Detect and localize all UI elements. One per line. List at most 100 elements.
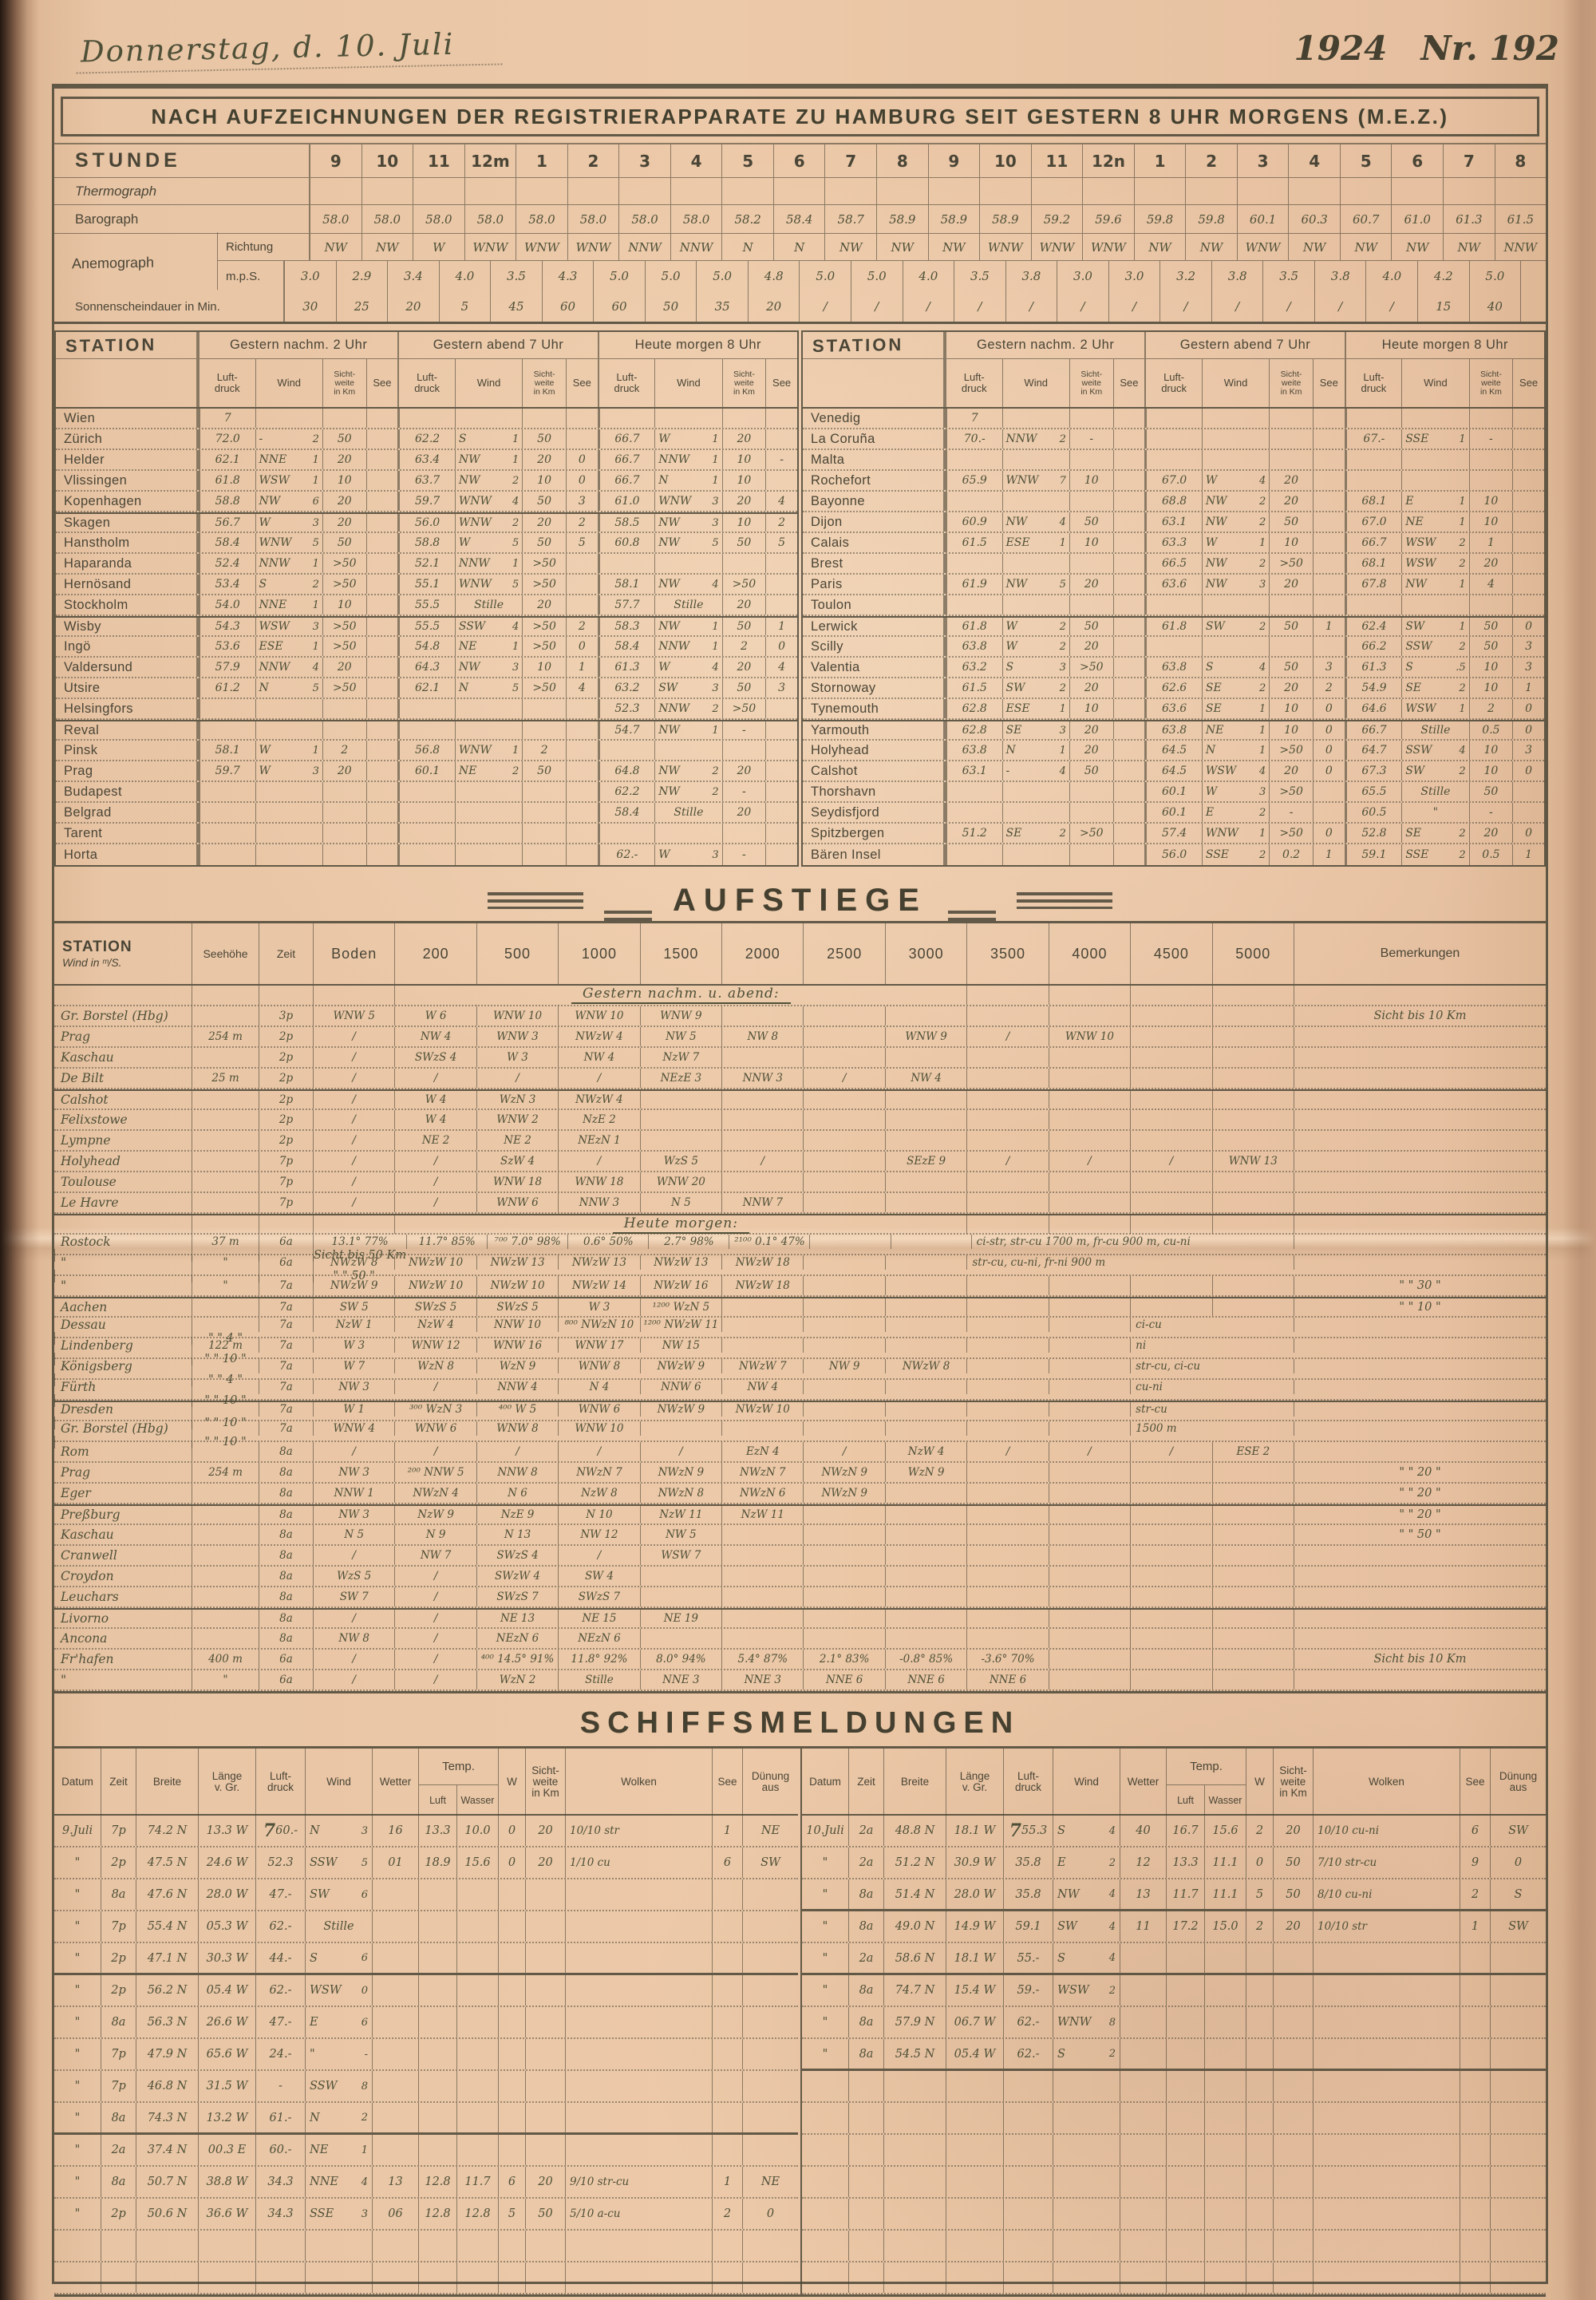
- zeit-value: 8a: [259, 1567, 313, 1586]
- bemerkung-value: [1293, 1110, 1546, 1129]
- wind-direction-value: NW: [824, 234, 876, 260]
- luftdruck-value: [1003, 2199, 1053, 2229]
- hour-cell: 9: [310, 144, 361, 177]
- ship-header-druck: Luft- druck: [1003, 1749, 1053, 1816]
- temp-luft-value: [418, 1975, 456, 2006]
- sichtweite-value: -: [1069, 429, 1113, 449]
- luftdruck-value: 63.8: [1146, 721, 1202, 739]
- hour-cell: 8: [876, 144, 928, 177]
- altitude-wind-value: [884, 1172, 966, 1191]
- empty-cell: [259, 1215, 313, 1234]
- luftdruck-value: 60.1: [1146, 782, 1202, 801]
- wind-direction: S: [1005, 661, 1014, 674]
- seehoehe-value: 254 m: [192, 1463, 259, 1482]
- sunshine-value: /: [1365, 291, 1417, 322]
- wind-direction: -: [259, 433, 263, 445]
- wind-speed-value: 4.0: [438, 261, 491, 291]
- ascent-station-name: Gr. Borstel (Hbg): [61, 1421, 168, 1436]
- luftdruck-value: [399, 803, 455, 822]
- altitude-wind-value: [966, 1506, 1048, 1523]
- sichtweite-value: >50: [522, 618, 566, 635]
- wind-direction: SSE: [1405, 433, 1429, 445]
- luftdruck-value: 62.2: [399, 429, 455, 449]
- wind-direction: WSW: [259, 620, 290, 633]
- zeit-value: 7a: [259, 1402, 313, 1417]
- observation-group: 63.1 NW 2 50: [1144, 512, 1344, 532]
- see-value: [712, 2231, 742, 2261]
- temp-luft-value: [1166, 2231, 1204, 2261]
- altitude-wind-value: NNW 6: [639, 1380, 721, 1394]
- sichtweite-value: [721, 554, 766, 573]
- altitude-wind-value: 2.1° 83%: [803, 1650, 884, 1669]
- breite-value: 54.5 N: [883, 2039, 946, 2069]
- wind-force: 1: [1259, 827, 1266, 840]
- temp-luft-value: 17.2: [1166, 1911, 1204, 1942]
- altitude-wind-value: [1130, 1463, 1211, 1482]
- wetter-value: [1120, 2262, 1166, 2293]
- station-column-header-row: Luft- druck Wind Sicht- weite in Km See Luft…: [56, 359, 797, 409]
- barograph-value: 58.0: [464, 205, 516, 233]
- observation-group: 63.2 S 3 >50: [945, 658, 1144, 677]
- altitude-wind-value: [884, 1546, 966, 1565]
- wind-value: ESE 1: [1001, 533, 1069, 552]
- wind-value: [654, 741, 721, 760]
- see-value: [365, 637, 398, 656]
- station-name: Calshot: [803, 761, 945, 780]
- luftdruck-value: 34.3: [255, 2199, 305, 2229]
- mps-label: m.p.S.: [218, 261, 284, 291]
- luftdruck-value: 52.3: [598, 699, 655, 718]
- station-name: Helder: [56, 450, 198, 469]
- sichtweite-value: 20: [525, 1816, 565, 1846]
- see-value: [365, 844, 398, 865]
- see-value: [1112, 533, 1145, 552]
- ascent-station-name: Gr. Borstel (Hbg): [61, 1009, 168, 1023]
- luftdruck-value: 63.4: [399, 450, 455, 469]
- sichtweite-value: [522, 409, 566, 428]
- ship-report-row: " 2p 47.5 N 24.6 W 52.3 SSW 5 01 18.9 15.6 0 20 1/10…: [54, 1848, 798, 1879]
- section-label: Heute morgen:: [394, 1215, 966, 1234]
- altitude-header: 4500: [1130, 923, 1211, 984]
- luftdruck-value: [200, 721, 255, 739]
- w-value: [1246, 2231, 1273, 2261]
- sichtweite-value: [1273, 2231, 1313, 2261]
- observation-time-header: Heute morgen 8 Uhr: [1344, 332, 1544, 358]
- wind-value: SE 1: [1201, 699, 1269, 718]
- empty-cell: [192, 986, 259, 1005]
- altitude-wind-value: /: [558, 1442, 639, 1461]
- zeit-value: 7a: [259, 1380, 313, 1394]
- wind-value: WSW 4: [1201, 761, 1269, 780]
- see-value: [1312, 429, 1345, 449]
- wind-value: [454, 699, 522, 718]
- wind-speed-value: 3.5: [1262, 261, 1314, 291]
- sichtweite-value: 20: [1273, 1911, 1313, 1942]
- zeit-value: 8a: [259, 1546, 313, 1565]
- sichtweite-value: 20: [721, 595, 766, 615]
- see-value: 5: [565, 533, 598, 552]
- row-filler: [1520, 291, 1546, 322]
- wolken-value: 5/10 a-cu: [565, 2199, 712, 2229]
- station-table-right: STATION Gestern nachm. 2 Uhr Gestern abend…: [801, 330, 1546, 867]
- altitude-wind-value: [1048, 1006, 1130, 1026]
- altitude-wind-value: [1130, 1484, 1211, 1503]
- sichtweite-value: 2: [721, 637, 766, 656]
- aufstiege-row: Toulouse 7p / / WNW 18 WNW 18 WNW 20: [54, 1172, 1546, 1193]
- altitude-wind-value: [966, 1006, 1048, 1026]
- altitude-wind-value: NWzW 18: [721, 1276, 803, 1295]
- wind-value: WSW 0: [305, 1975, 372, 2006]
- temp-wasser-value: [456, 1975, 498, 2006]
- temp-luft-value: [418, 2071, 456, 2101]
- wolken-value: 10/10 str: [1313, 1911, 1460, 1942]
- seehoehe-value: 254 m: [192, 1027, 259, 1046]
- altitude-wind-value: [1130, 1069, 1211, 1088]
- luftdruck-value: 62.1: [399, 678, 455, 698]
- observation-group: [198, 782, 397, 801]
- see-value: 3: [765, 678, 797, 698]
- bemerkung-value: [1293, 1027, 1546, 1046]
- ascent-station-name: Dresden: [61, 1402, 114, 1417]
- sichtweite-value: 4: [1468, 575, 1513, 594]
- aufstiege-table: STATION Wind in ᵐ/S. Seehöhe Zeit Boden 200 50…: [54, 921, 1546, 1693]
- wind-direction: SSW: [310, 2080, 338, 2093]
- wind-value: SW 2: [1001, 678, 1069, 698]
